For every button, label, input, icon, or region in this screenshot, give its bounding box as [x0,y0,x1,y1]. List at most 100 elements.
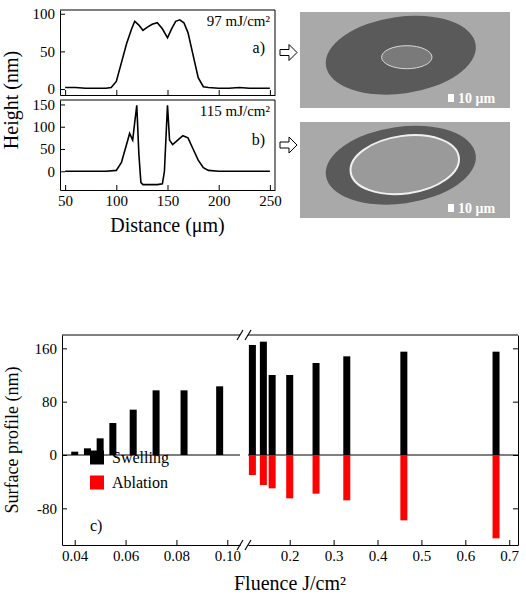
tick [513,348,518,349]
axis-break [237,540,243,550]
panel-label: a) [253,39,265,57]
bar [269,455,276,488]
tick-label: 0.4 [369,548,388,564]
bar [493,352,500,455]
frame [60,10,275,11]
tick: 0.6 [456,540,475,564]
tick: 0.2 [281,540,300,564]
tick-label: 250 [259,193,282,209]
bar-series [249,455,500,538]
tick: 100 [106,185,129,209]
axis-line [61,190,276,191]
figure: 05010097 mJ/cm²a)10 μm501001502002500501… [0,0,526,604]
tick-mark [290,540,291,545]
tick: 0.3 [325,540,344,564]
legend: SwellingAblation [90,449,169,491]
tick-mark [116,90,117,95]
tick: 0.7 [500,540,519,564]
yticks-axis [513,336,519,546]
tick-mark [334,540,335,545]
tick: 0 [48,164,66,180]
tick-mark [513,402,518,403]
tick-mark [60,127,65,128]
tick-label: 160 [35,341,58,357]
bar [71,452,78,455]
micrograph: 10 μm [300,7,510,108]
tick-mark [378,540,379,545]
legend-label: Ablation [112,474,168,491]
tick: 50 [40,44,65,60]
x-axis-title: Distance (μm) [110,214,225,237]
tick: 0.10 [215,540,241,564]
tick-label: 0 [48,81,56,97]
arrow [280,137,297,153]
tick-label: 0.04 [62,548,89,564]
tick [219,90,220,95]
tick-label: 0 [48,164,56,180]
tick: 0 [48,81,66,97]
bar [400,352,407,455]
tick-label: 150 [33,97,56,113]
axis-line [61,95,276,96]
tick-mark [465,540,466,545]
yticks-axis: 050100150 [33,97,66,191]
axis-line [60,11,61,96]
yticks-axis: 0 50 100 [33,6,66,97]
tick-mark [168,185,169,190]
scale-bar-label: 10 μm [458,201,495,216]
tick-mark [513,455,518,456]
tick-mark [60,149,65,150]
xticks-axis: 0.2 0.3 0.4 0.5 0.6 0.7 [249,540,520,564]
bar [269,375,276,455]
frame [60,100,275,101]
tick-mark [62,348,67,349]
axis-line [63,545,241,546]
tick [168,90,169,95]
tick-mark [176,540,177,545]
axis-break [245,330,251,340]
tick: 200 [208,185,231,209]
tick-mark [60,89,65,90]
axis-break [245,540,251,550]
tick-mark [270,90,271,95]
tick: 150 [33,97,66,113]
tick-label: 0.08 [164,548,190,564]
axis-line [518,336,519,546]
tick-label: 100 [33,119,56,135]
frame [275,10,276,95]
tick-label: 0.2 [281,548,300,564]
tick: 0.06 [113,540,140,564]
chart-svg: 05010097 mJ/cm²a)10 μm501001502002500501… [0,0,526,604]
bar [260,455,267,485]
bar [181,390,188,455]
tick: -80 [37,501,67,517]
bar [286,375,293,455]
y-axis-title: Surface profile (nm) [2,367,23,514]
tick-label: 0.7 [500,548,519,564]
tick: 0.5 [413,540,432,564]
tick-label: 0.06 [113,548,140,564]
tick: 0.08 [164,540,190,564]
tick-label: 150 [157,193,180,209]
tick-label: 0.10 [215,548,241,564]
tick-mark [116,185,117,190]
bar [286,455,293,498]
legend-swatch [90,476,104,490]
tick: 100 [33,6,66,22]
annotation: 115 mJ/cm² [200,103,271,119]
tick-label: -80 [37,501,57,517]
tick-mark [60,171,65,172]
xticks-axis: 50100150200250 [58,185,282,209]
crater [347,129,463,201]
tick-mark [60,104,65,105]
tick-mark [65,90,66,95]
tick: 250 [259,185,282,209]
y-axis-title: Height (nm) [0,51,23,149]
bar [260,342,267,455]
tick-label: 200 [208,193,231,209]
tick-mark [65,185,66,190]
tick-label: 50 [40,44,55,60]
bar [216,386,223,455]
bar [400,455,407,520]
plot-area [65,20,270,88]
